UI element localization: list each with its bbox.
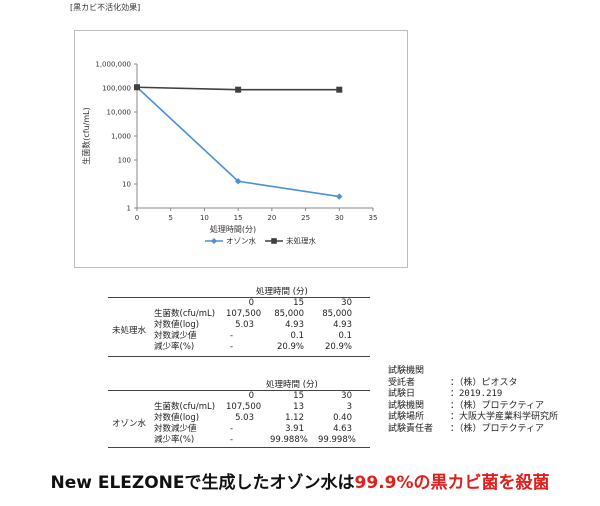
table-cell: 4.93 [285, 320, 304, 330]
group-label: 未処理水 [112, 326, 147, 336]
x-tick-label: 10 [200, 214, 209, 222]
table-cell: 0.40 [333, 413, 352, 423]
ozone-table: 処理時間 (分) 0 15 30 オゾン水 生菌数(cfu/mL) 107,500… [108, 378, 370, 450]
y-tick-label: 100,000 [102, 85, 131, 93]
table-cell: 5.03 [235, 413, 254, 423]
empty-cell-dash: - [230, 342, 234, 352]
y-axis-title: 生菌数(cfu/mL) [81, 107, 91, 164]
test-info-label: 試験機関 [388, 400, 425, 411]
table-cell: 1.12 [285, 413, 304, 423]
table-header: 処理時間 (分) [266, 380, 318, 390]
page-title: [黒カビ不活化効果] [70, 3, 141, 12]
table-cell: 0.1 [338, 331, 352, 341]
legend-marker [211, 238, 217, 244]
x-tick-label: 0 [135, 214, 139, 222]
row-label: 減少率(%) [154, 435, 195, 445]
row-label: 対数減少値 [154, 331, 197, 341]
test-info-value: ：（株）プロテクティア [450, 423, 544, 434]
empty-cell-dash: - [230, 331, 234, 341]
legend-marker [271, 238, 277, 244]
row-label: 生菌数(cfu/mL) [154, 402, 216, 412]
data-point [134, 84, 140, 91]
y-tick-label: 1,000 [111, 133, 131, 141]
table-cell: 20.9% [276, 342, 304, 352]
table-rule [108, 447, 370, 448]
x-tick-label: 5 [168, 214, 172, 222]
test-info-value: ：（株）プロテクティア [450, 400, 544, 411]
row-label: 対数値(log) [154, 320, 200, 330]
test-info-label: 試験日 [388, 389, 416, 400]
x-tick-label: 15 [234, 214, 243, 222]
data-point [336, 193, 343, 200]
col-header: 30 [341, 391, 352, 401]
y-tick-label: 1 [127, 205, 131, 213]
x-tick-label: 30 [335, 214, 344, 222]
test-info-value: ：2019.219 [450, 389, 503, 400]
y-tick-label: 100 [118, 157, 131, 165]
table-cell: 99.998% [318, 435, 356, 445]
table-rule [108, 356, 370, 357]
col-header: 0 [248, 391, 254, 401]
table-cell: 85,000 [322, 309, 352, 319]
empty-cell-dash: - [230, 424, 234, 434]
chart-frame: 1 10 100 1,000 10,000 100,000 1,000,000 0 5 10 15 2… [74, 30, 408, 268]
test-info-label: 試験責任者 [388, 423, 434, 434]
col-header: 15 [293, 391, 304, 401]
x-tick-label: 25 [301, 214, 310, 222]
x-tick-label: 35 [369, 214, 378, 222]
test-info-label: 受託者 [388, 377, 416, 388]
table-cell: 4.63 [333, 424, 352, 434]
row-label: 生菌数(cfu/mL) [154, 309, 216, 319]
table-cell: 4.93 [333, 320, 352, 330]
test-info-heading: 試験機関 [388, 366, 425, 376]
test-info-value: ：大阪大学産業科学研究所 [450, 412, 559, 423]
data-point [234, 178, 242, 185]
headline-banner: New ELEZONEで生成したオゾン水は99.9%の黒カビ菌を殺菌 [0, 468, 600, 493]
empty-cell-dash: - [230, 435, 234, 445]
headline-highlight: 99.9%の黒カビ菌を殺菌 [354, 473, 550, 493]
line-chart: 1 10 100 1,000 10,000 100,000 1,000,000 0 5 10 15 2… [81, 61, 378, 246]
table-cell: 0.1 [290, 331, 304, 341]
table-cell: 3 [346, 402, 352, 412]
data-point [336, 86, 343, 93]
table-cell: 3.91 [285, 424, 304, 434]
col-header: 15 [293, 298, 304, 308]
row-label: 対数値(log) [154, 413, 200, 423]
headline-text: New ELEZONEで生成したオゾン水は [50, 473, 355, 493]
table-cell: 107,500 [226, 402, 262, 412]
row-label: 減少率(%) [154, 342, 195, 352]
x-tick-label: 20 [267, 214, 276, 222]
y-tick-label: 10 [122, 181, 131, 189]
data-point [235, 86, 242, 93]
table-cell: 107,500 [226, 309, 262, 319]
x-axis-title: 処理時間(分) [210, 224, 256, 234]
y-tick-label: 1,000,000 [95, 61, 131, 69]
col-header: 30 [341, 298, 352, 308]
test-info-label: 試験場所 [388, 412, 425, 423]
legend-label: オゾン水 [226, 236, 256, 246]
table-rule [108, 390, 370, 391]
test-info-value: ：（株）ピオスタ [450, 377, 518, 388]
legend-label: 未処理水 [286, 236, 316, 246]
table-header: 処理時間 (分) [256, 287, 308, 297]
group-label: オゾン水 [112, 419, 147, 429]
table-cell: 85,000 [274, 309, 304, 319]
table-cell: 99.988% [270, 435, 308, 445]
table-rule [108, 297, 370, 298]
table-cell: 5.03 [235, 320, 254, 330]
table-cell: 13 [293, 402, 304, 412]
y-tick-label: 10,000 [107, 109, 132, 117]
table-cell: 20.9% [324, 342, 352, 352]
untreated-table: 処理時間 (分) 0 15 30 未処理水 生菌数(cfu/mL) 107,500… [108, 285, 370, 357]
row-label: 対数減少値 [154, 424, 197, 434]
col-header: 0 [248, 298, 254, 308]
